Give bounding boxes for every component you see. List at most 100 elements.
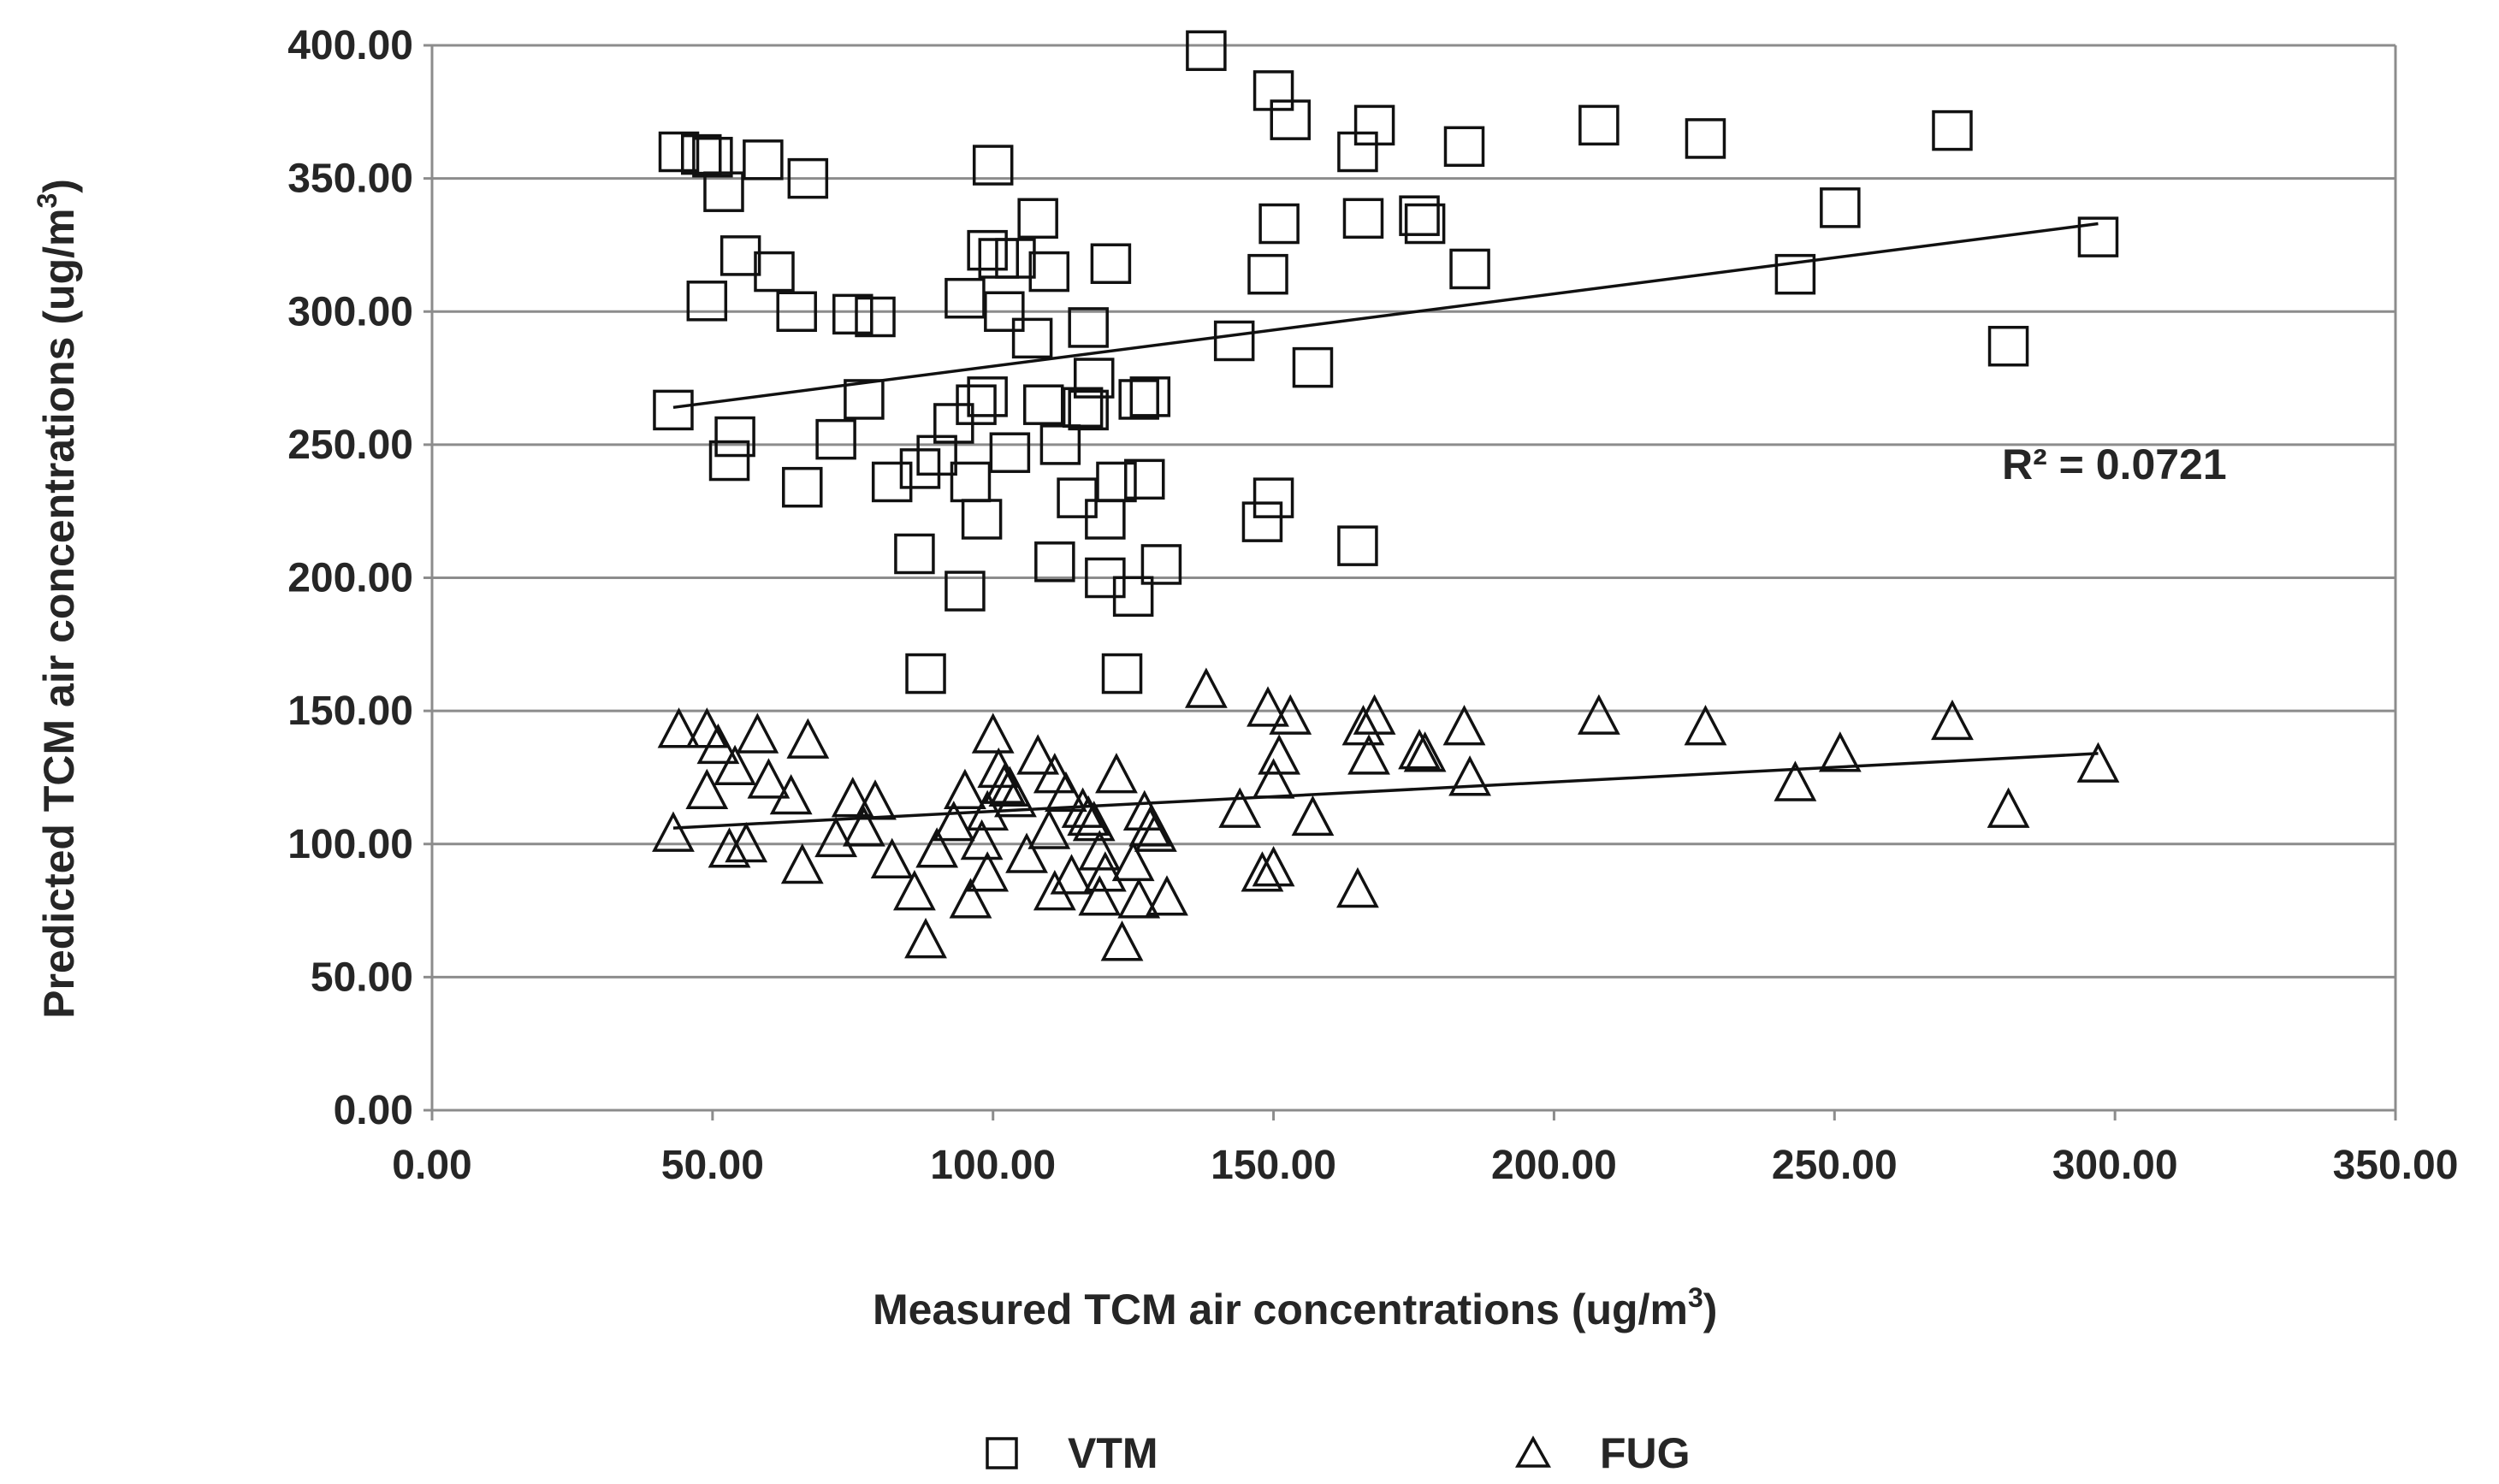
point-vtm	[1252, 477, 1294, 518]
point-vtm	[945, 277, 986, 319]
point-vtm	[1213, 320, 1255, 362]
data-points	[652, 30, 2120, 961]
y-tick-label: 100.00	[287, 822, 413, 867]
point-vtm	[1034, 541, 1075, 582]
point-fug	[944, 768, 986, 810]
trendlines	[672, 222, 2099, 830]
point-fug	[1398, 729, 1441, 770]
point-fug	[1269, 694, 1312, 735]
legend-label-fug: FUG	[1600, 1429, 1691, 1477]
point-vtm	[961, 499, 1003, 540]
point-fug	[949, 878, 992, 919]
point-vtm	[1443, 126, 1485, 168]
x-tick-label: 200.00	[1491, 1143, 1617, 1188]
point-fug	[1134, 811, 1177, 852]
point-fug	[977, 747, 1021, 789]
point-fug	[1336, 866, 1379, 908]
point-fug	[685, 768, 729, 810]
point-fug	[1241, 851, 1284, 892]
point-fug	[780, 843, 824, 884]
point-fug	[652, 811, 695, 852]
r-squared-annotation: R² = 0.0721	[2002, 440, 2227, 488]
point-vtm	[1342, 198, 1384, 239]
point-fug	[736, 712, 779, 754]
point-vtm	[1292, 346, 1334, 388]
point-vtm	[899, 448, 941, 489]
point-fug	[1005, 832, 1048, 873]
point-vtm	[1017, 198, 1058, 239]
point-vtm	[1140, 544, 1182, 585]
y-tick-label: 50.00	[311, 955, 413, 1000]
point-fug	[1050, 854, 1093, 895]
point-fug	[1247, 686, 1289, 727]
point-vtm	[871, 461, 913, 503]
point-vtm	[1449, 248, 1490, 290]
point-vtm	[1011, 317, 1053, 359]
point-fug	[1016, 734, 1060, 775]
point-vtm	[1062, 387, 1104, 429]
square-marker-icon	[986, 1437, 1018, 1469]
point-fug	[696, 723, 740, 765]
point-vtm	[956, 384, 997, 425]
point-fug	[1353, 694, 1396, 735]
point-fug	[1072, 801, 1116, 842]
point-fug	[1100, 920, 1144, 961]
point-fug	[1577, 694, 1620, 735]
point-fug	[714, 744, 756, 786]
point-fug	[1442, 705, 1486, 746]
point-fug	[932, 801, 975, 842]
point-fug	[893, 870, 936, 911]
point-vtm	[855, 296, 896, 338]
point-vtm	[708, 440, 750, 482]
point-vtm	[776, 291, 817, 332]
point-vtm	[1068, 307, 1109, 348]
point-vtm	[1241, 501, 1283, 542]
point-fug	[966, 851, 1010, 892]
point-vtm	[1820, 187, 1861, 228]
triangle-marker-icon	[1515, 1435, 1551, 1468]
point-vtm	[1057, 477, 1098, 518]
point-fug	[1347, 734, 1390, 775]
point-vtm	[1685, 118, 1726, 159]
x-tick-label: 0.00	[392, 1143, 471, 1188]
point-vtm	[894, 533, 935, 575]
point-fug	[1184, 667, 1228, 708]
y-axis-title: Predicted TCM air concentrations (ug/m3)	[32, 179, 83, 1019]
point-vtm	[844, 379, 885, 420]
point-vtm	[658, 131, 700, 173]
point-fug	[971, 712, 1015, 754]
point-vtm	[989, 432, 1031, 473]
point-vtm	[1118, 379, 1159, 420]
point-fug	[1448, 755, 1491, 796]
point-vtm	[1252, 70, 1294, 111]
point-fug	[1033, 870, 1076, 911]
point-fug	[657, 707, 701, 748]
point-vtm	[1247, 253, 1288, 295]
point-vtm	[1129, 376, 1171, 417]
point-fug	[1931, 699, 1974, 741]
point-vtm	[905, 653, 946, 695]
point-vtm	[1186, 30, 1227, 71]
y-tick-label: 400.00	[287, 23, 413, 68]
x-tick-label: 100.00	[930, 1143, 1056, 1188]
point-vtm	[1022, 384, 1064, 425]
point-vtm	[754, 251, 795, 293]
point-vtm	[1337, 131, 1378, 173]
point-vtm	[1270, 99, 1311, 140]
x-tick-label: 350.00	[2333, 1143, 2459, 1188]
point-fug	[1987, 787, 2030, 828]
point-fug	[966, 789, 1010, 831]
point-fug	[1078, 830, 1122, 871]
y-tick-label: 200.00	[287, 556, 413, 601]
legend-item-vtm: VTM	[986, 1429, 1158, 1477]
point-fug	[769, 773, 813, 815]
point-vtm	[2077, 216, 2119, 257]
point-fug	[915, 827, 959, 868]
trendline-vtm	[672, 222, 2099, 410]
point-vtm	[1578, 104, 1620, 146]
point-vtm	[1073, 358, 1115, 399]
point-vtm	[832, 293, 873, 335]
point-fug	[1146, 875, 1188, 916]
